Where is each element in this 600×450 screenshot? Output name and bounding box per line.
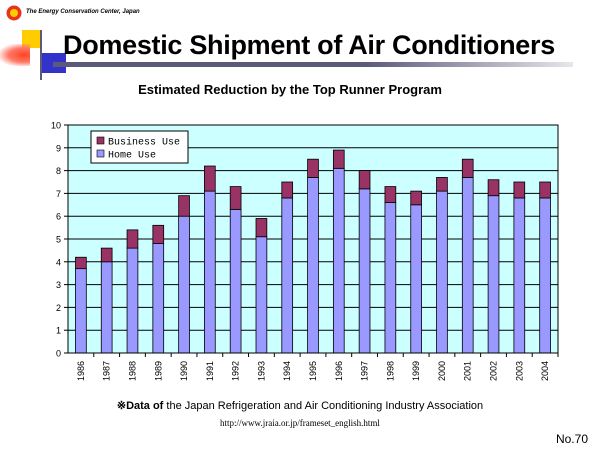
bar-business-use-1998 [384,186,397,203]
page-number: No.70 [555,432,588,446]
bar-business-use-1996 [332,149,345,169]
bar-home-use-1999 [410,204,422,354]
y-tick-label: 0 [56,349,61,359]
chart-title: Estimated Reduction by the Top Runner Pr… [138,82,442,97]
x-tick-label: 1997 [360,361,370,381]
bar-home-use-1995 [307,177,319,354]
bar-home-use-1987 [100,261,113,354]
bar-home-use-2002 [487,195,500,354]
x-tick-label: 1995 [308,361,318,381]
x-tick-label: 1987 [102,361,112,381]
data-source-note: ※Data of the Japan Refrigeration and Air… [0,399,600,412]
bar-business-use-1993 [255,218,268,238]
chart-legend: Business Use Home Use [90,130,189,164]
bar-business-use-1992 [229,186,242,210]
x-tick-label: 2004 [540,361,550,381]
bar-home-use-1993 [255,236,268,354]
legend-label-home-use: Home Use [108,151,156,162]
bar-home-use-1996 [332,167,345,354]
bar-home-use-1991 [204,190,216,354]
bar-business-use-1997 [358,170,371,190]
x-tick-label: 1994 [282,361,292,381]
plot-frame [67,124,559,354]
title-underline [53,62,573,67]
bar-business-use-1989 [152,224,165,244]
legend-swatch-business-use [96,136,105,145]
bar-business-use-1999 [410,190,422,206]
bar-home-use-1990 [178,215,190,354]
bar-home-use-1988 [126,247,139,354]
x-tick-label: 2001 [463,361,473,381]
bar-business-use-1986 [75,256,87,270]
x-tick-label: 1989 [153,361,163,381]
x-tick-label: 1990 [179,361,189,381]
page-title: Domestic Shipment of Air Conditioners [63,30,555,60]
x-tick-label: 1991 [205,361,215,381]
deco-vertical-line [40,30,42,80]
legend-box [90,130,189,164]
x-tick-label: 2000 [437,361,447,381]
deco-yellow-square [22,30,40,48]
bar-business-use-1991 [204,165,216,192]
y-tick-label: 2 [56,303,61,313]
x-tick-label: 1998 [385,361,395,381]
bar-home-use-2000 [436,190,448,354]
y-tick-label: 3 [56,280,61,290]
bar-business-use-2001 [461,158,474,178]
y-tick-label: 1 [56,326,61,336]
y-tick-label: 6 [56,212,61,222]
organization-logo [6,5,22,21]
bar-home-use-1998 [384,202,397,354]
note-bold-text: Data of [126,400,164,412]
legend-swatch-home-use [96,149,105,158]
x-tick-label: 2002 [489,361,499,381]
bar-business-use-1990 [178,195,190,217]
x-tick-label: 2003 [514,361,524,381]
y-tick-label: 9 [56,143,61,153]
x-tick-label: 1993 [256,361,266,381]
bar-home-use-2004 [539,197,551,354]
bar-home-use-2003 [513,197,526,354]
bar-business-use-2003 [513,181,526,199]
y-tick-label: 7 [56,189,61,199]
bar-home-use-1986 [75,268,87,354]
x-tick-label: 1999 [411,361,421,381]
bar-home-use-2001 [461,177,474,354]
source-url: http://www.jraia.or.jp/frameset_english.… [220,418,380,428]
bar-business-use-1987 [100,247,113,263]
x-tick-label: 1986 [76,361,86,381]
x-tick-label: 1992 [231,361,241,381]
bar-business-use-1988 [126,229,139,249]
y-tick-label: 4 [56,257,61,267]
deco-red-square [0,44,30,66]
legend-label-business-use: Business Use [108,137,180,149]
x-tick-label: 1996 [334,361,344,381]
bar-business-use-2002 [487,179,500,197]
bar-business-use-1995 [307,158,319,178]
organization-name: The Energy Conservation Center, Japan [26,9,140,15]
bar-business-use-1994 [281,181,294,199]
y-tick-label: 10 [51,121,61,131]
x-tick-label: 1988 [127,361,137,381]
bar-home-use-1989 [152,243,165,354]
bar-home-use-1994 [281,197,294,354]
bar-business-use-2000 [436,177,448,192]
y-tick-label: 8 [56,166,61,176]
bar-home-use-1992 [229,208,242,354]
bar-home-use-1997 [358,188,371,354]
note-text: the Japan Refrigeration and Air Conditio… [163,400,484,412]
bar-business-use-2004 [539,181,551,199]
note-mark: ※ [116,400,127,412]
y-tick-label: 5 [56,235,61,245]
